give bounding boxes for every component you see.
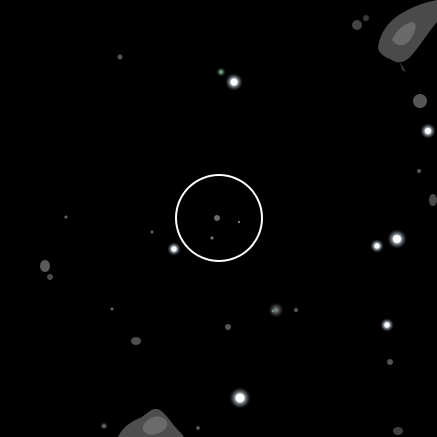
faint-objects bbox=[40, 54, 437, 435]
star bbox=[216, 67, 226, 77]
bright-stars bbox=[167, 67, 436, 409]
target-marker-circle bbox=[175, 174, 263, 262]
nebula-top-right bbox=[352, 0, 437, 72]
star bbox=[268, 302, 284, 318]
nebula-bottom bbox=[100, 408, 201, 437]
